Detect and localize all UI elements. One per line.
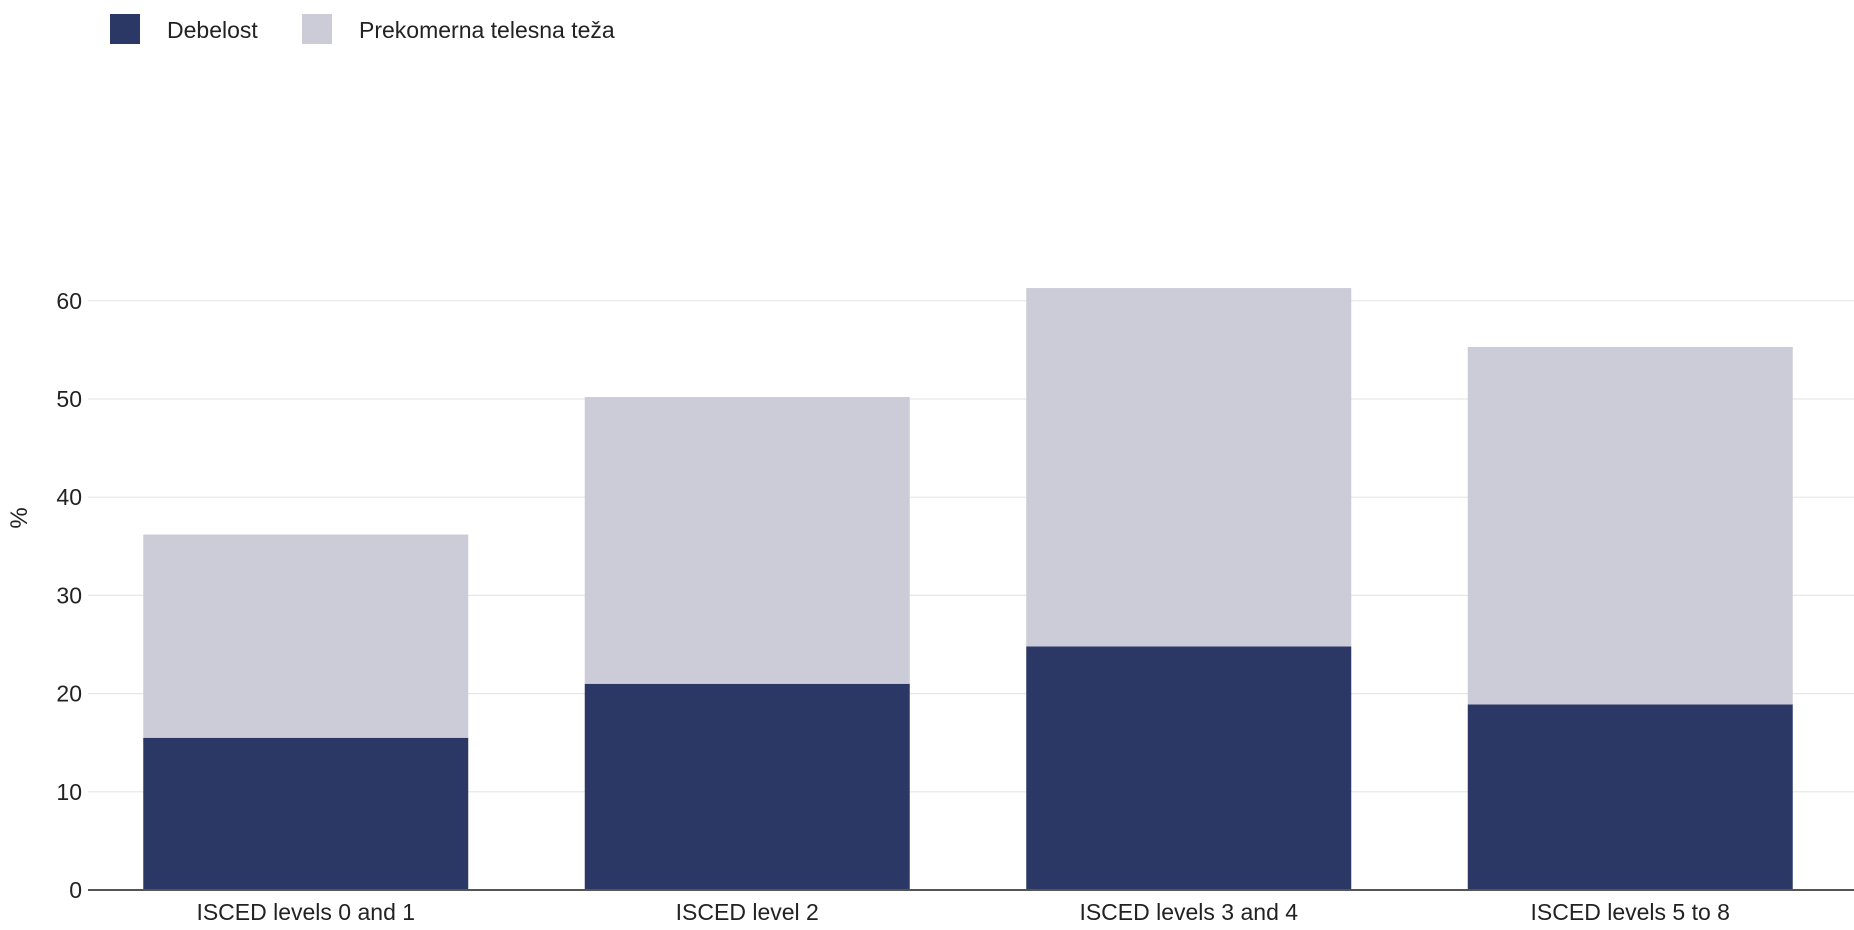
bar-debelost-3 (1467, 704, 1793, 890)
legend-label: Prekomerna telesna teža (359, 17, 615, 43)
x-axis: ISCED levels 0 and 1 ISCED level 2 ISCED l… (88, 889, 1854, 925)
bar-debelost-0 (143, 737, 469, 890)
y-tick-label: 10 (56, 779, 82, 805)
x-tick-label: ISCED levels 3 and 4 (1079, 899, 1298, 925)
legend-label: Debelost (167, 17, 258, 43)
bar-prekomerna-0 (143, 534, 469, 738)
x-tick-label: ISCED levels 5 to 8 (1531, 899, 1730, 925)
y-tick-label: 30 (56, 582, 82, 608)
y-tick-label: 40 (56, 484, 82, 510)
bars (143, 288, 1793, 890)
legend-swatch (110, 14, 140, 44)
x-tick-label: ISCED levels 0 and 1 (196, 899, 415, 925)
y-tick-label: 20 (56, 681, 82, 707)
y-axis-title: % (6, 507, 33, 528)
bar-prekomerna-3 (1467, 346, 1793, 705)
bar-debelost-1 (584, 683, 910, 890)
bar-debelost-2 (1026, 646, 1352, 890)
bar-prekomerna-2 (1026, 288, 1352, 647)
y-axis: 0 10 20 30 40 50 60 (56, 288, 82, 903)
y-tick-label: 50 (56, 386, 82, 412)
y-tick-label: 60 (56, 288, 82, 314)
y-tick-label: 0 (69, 877, 82, 903)
bar-prekomerna-1 (584, 397, 910, 684)
legend: Debelost Prekomerna telesna teža (110, 14, 615, 44)
x-tick-label: ISCED level 2 (676, 899, 819, 925)
legend-swatch (302, 14, 332, 44)
